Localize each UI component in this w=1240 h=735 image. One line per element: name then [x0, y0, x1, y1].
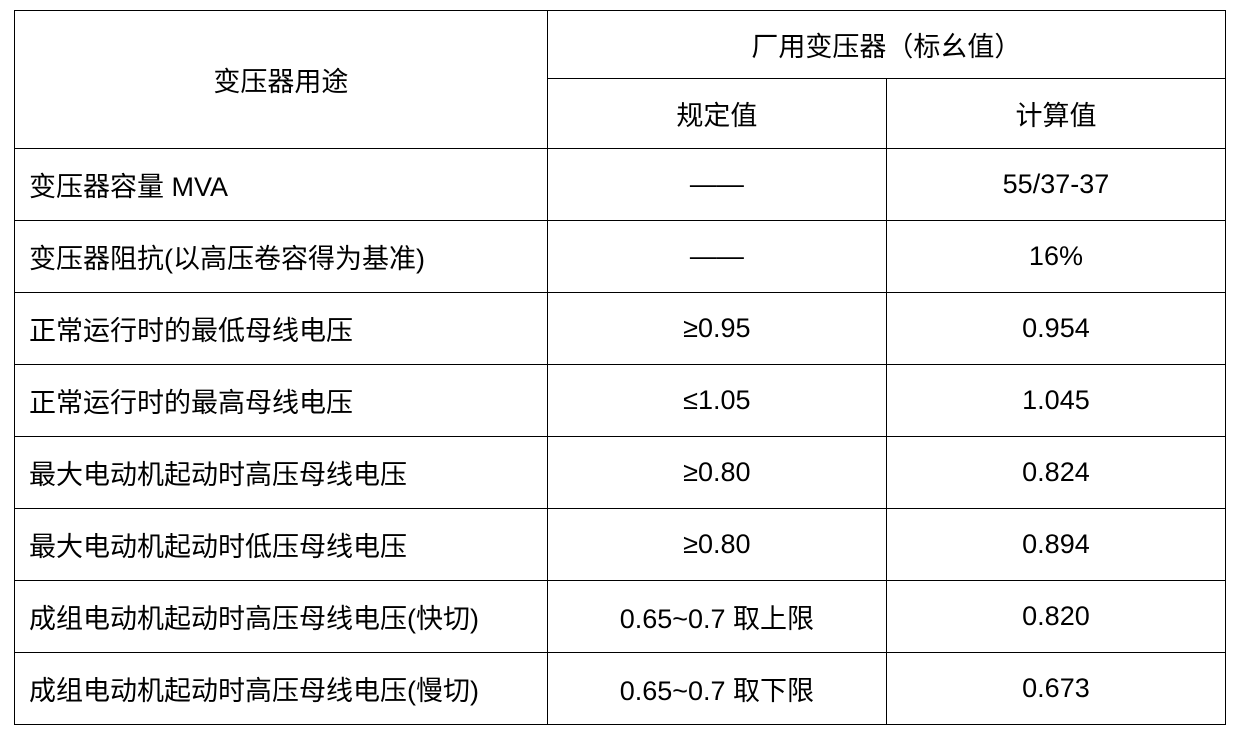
row-label: 正常运行时的最低母线电压 — [15, 293, 548, 365]
header-group-label: 厂用变压器（标幺值） — [547, 11, 1225, 79]
row-calc: 55/37-37 — [886, 149, 1225, 221]
row-spec: —— — [547, 149, 886, 221]
transformer-table: 变压器用途 厂用变压器（标幺值） 规定值 计算值 变压器容量 MVA —— 55… — [14, 10, 1226, 725]
row-calc: 1.045 — [886, 365, 1225, 437]
row-calc: 0.954 — [886, 293, 1225, 365]
row-spec: —— — [547, 221, 886, 293]
row-label: 正常运行时的最高母线电压 — [15, 365, 548, 437]
row-calc: 0.673 — [886, 653, 1225, 725]
row-spec: 0.65~0.7 取下限 — [547, 653, 886, 725]
row-spec: ≥0.95 — [547, 293, 886, 365]
row-spec: ≥0.80 — [547, 509, 886, 581]
row-label: 成组电动机起动时高压母线电压(慢切) — [15, 653, 548, 725]
table-row: 正常运行时的最低母线电压 ≥0.95 0.954 — [15, 293, 1226, 365]
row-label: 最大电动机起动时低压母线电压 — [15, 509, 548, 581]
header-sub-spec: 规定值 — [547, 79, 886, 149]
row-calc: 0.824 — [886, 437, 1225, 509]
table-row: 成组电动机起动时高压母线电压(快切) 0.65~0.7 取上限 0.820 — [15, 581, 1226, 653]
table-header-row-1: 变压器用途 厂用变压器（标幺值） — [15, 11, 1226, 79]
table-row: 正常运行时的最高母线电压 ≤1.05 1.045 — [15, 365, 1226, 437]
header-sub-calc: 计算值 — [886, 79, 1225, 149]
row-spec: ≥0.80 — [547, 437, 886, 509]
row-spec: 0.65~0.7 取上限 — [547, 581, 886, 653]
row-spec: ≤1.05 — [547, 365, 886, 437]
table-container: 变压器用途 厂用变压器（标幺值） 规定值 计算值 变压器容量 MVA —— 55… — [0, 0, 1240, 735]
table-row: 最大电动机起动时高压母线电压 ≥0.80 0.824 — [15, 437, 1226, 509]
table-row: 最大电动机起动时低压母线电压 ≥0.80 0.894 — [15, 509, 1226, 581]
table-row: 变压器阻抗(以高压卷容得为基准) —— 16% — [15, 221, 1226, 293]
row-calc: 0.820 — [886, 581, 1225, 653]
row-calc: 0.894 — [886, 509, 1225, 581]
header-row-label: 变压器用途 — [15, 11, 548, 149]
row-label: 最大电动机起动时高压母线电压 — [15, 437, 548, 509]
table-row: 成组电动机起动时高压母线电压(慢切) 0.65~0.7 取下限 0.673 — [15, 653, 1226, 725]
table-row: 变压器容量 MVA —— 55/37-37 — [15, 149, 1226, 221]
row-calc: 16% — [886, 221, 1225, 293]
row-label: 变压器容量 MVA — [15, 149, 548, 221]
row-label: 成组电动机起动时高压母线电压(快切) — [15, 581, 548, 653]
table-body: 变压器容量 MVA —— 55/37-37 变压器阻抗(以高压卷容得为基准) —… — [15, 149, 1226, 725]
row-label: 变压器阻抗(以高压卷容得为基准) — [15, 221, 548, 293]
